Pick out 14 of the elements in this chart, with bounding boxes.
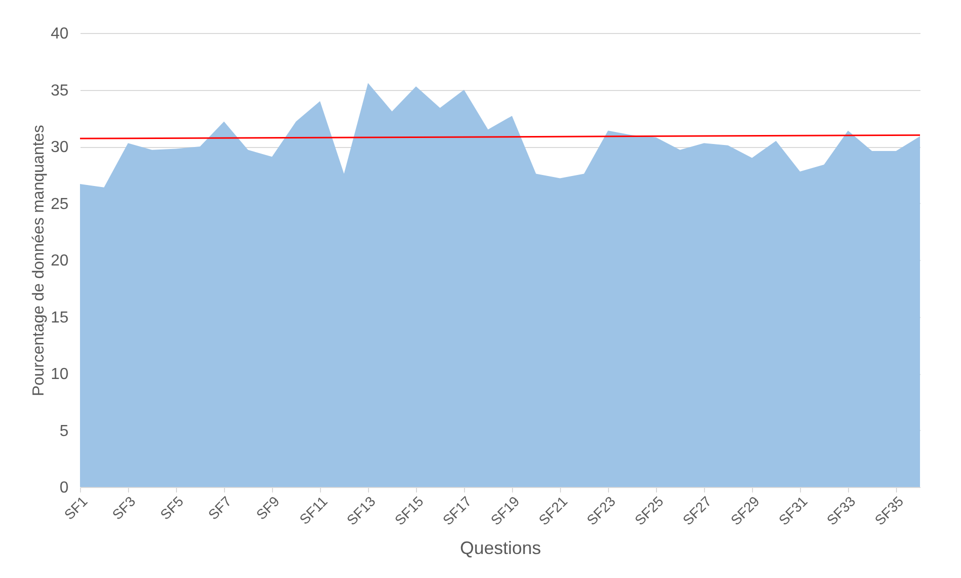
y-tick-label: 5 (60, 422, 69, 440)
y-tick-label: 10 (50, 366, 69, 383)
y-tick-label: 20 (50, 252, 69, 270)
x-axis-title: Questions (460, 538, 542, 558)
x-tick-label: SF3 (108, 492, 139, 523)
x-tick-label: SF5 (156, 492, 187, 523)
y-tick-label: 35 (50, 82, 69, 100)
y-tick-label: 25 (50, 196, 69, 213)
x-tick-label: SF9 (252, 492, 283, 523)
y-axis-title: Pourcentage de données manquantes (30, 124, 48, 396)
y-tick-label: 40 (50, 26, 69, 42)
y-tick-label: 15 (50, 309, 69, 326)
x-tick-label: SF7 (204, 492, 235, 523)
y-tick-label: 30 (50, 139, 69, 156)
